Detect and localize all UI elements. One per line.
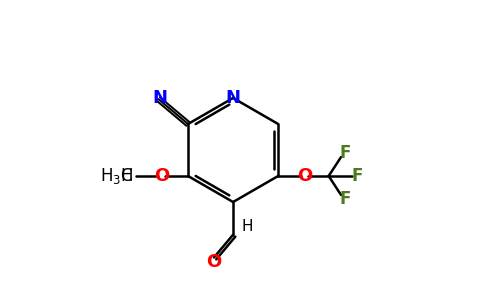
Text: O: O (297, 167, 313, 185)
Text: N: N (226, 89, 241, 107)
Text: F: F (340, 190, 351, 208)
Text: H: H (121, 167, 133, 185)
Text: F: F (351, 167, 363, 185)
Text: N: N (152, 89, 167, 107)
Text: H: H (242, 219, 253, 234)
Text: O: O (153, 167, 169, 185)
Text: O: O (206, 253, 222, 271)
Text: H$_3$C: H$_3$C (100, 166, 133, 186)
Text: F: F (340, 144, 351, 162)
